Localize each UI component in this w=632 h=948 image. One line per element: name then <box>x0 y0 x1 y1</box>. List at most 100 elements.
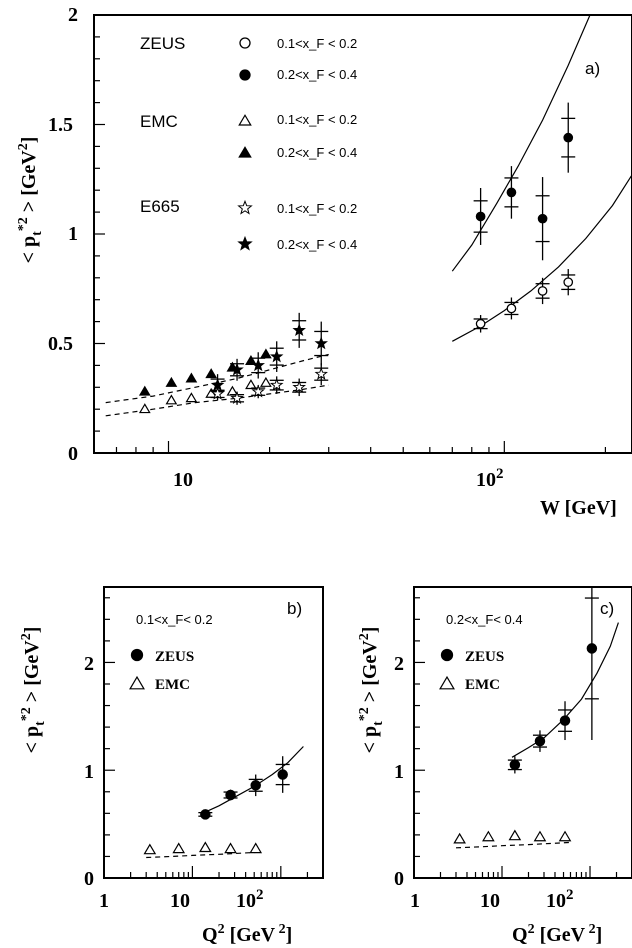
panel-b-note: 0.1<x_F< 0.2 <box>136 612 213 627</box>
legend-label-e665-2: 0.2<x_F < 0.4 <box>277 237 357 252</box>
panel-a-point-filled-circle <box>563 132 574 143</box>
panel-a-point-open-triangle <box>226 385 239 396</box>
panel-c-ytick-2: 2 <box>394 653 404 675</box>
legend-marker-filled-circle <box>130 648 144 662</box>
panel-b-point-open-triangle <box>198 841 212 853</box>
panel-a-xtick-100: 102 <box>476 466 504 491</box>
panel-a-xlabel: W [GeV] <box>540 497 617 519</box>
panel-b-ytick-2: 2 <box>84 653 94 675</box>
panel-b-point-open-triangle <box>172 842 186 854</box>
legend-label-zeus-2: 0.2<x_F < 0.4 <box>277 67 357 82</box>
panel-c-point-open-triangle <box>508 829 522 841</box>
legend-marker-open-star <box>237 199 253 215</box>
panel-a-point-open-star <box>314 367 328 380</box>
panel-b-xtick-1: 1 <box>99 890 109 912</box>
panel-a-point-open-circle <box>563 277 574 288</box>
panel-b-point-filled-circle <box>200 809 211 820</box>
panel-a-ytick-2: 2 <box>68 4 78 26</box>
legend-marker-open-triangle <box>238 114 252 126</box>
panel-b-legend-markers <box>129 648 145 690</box>
panel-a-point-filled-triangle <box>245 355 257 366</box>
panel-a-point-open-circle <box>537 286 548 296</box>
panel-a-point-filled-star <box>314 336 328 350</box>
panel-b-point-open-triangle <box>224 842 237 854</box>
panel-a-ticks <box>93 14 607 454</box>
panel-b-ylabel: < pt*2 > [GeV2] <box>19 627 48 754</box>
panel-b-point-filled-circle <box>277 769 288 780</box>
panel-c-point-filled-circle <box>534 735 546 747</box>
panel-b-ytick-0: 0 <box>84 868 94 890</box>
panel-a-ytick-1.5: 1.5 <box>48 114 73 136</box>
legend-label-e665-1: 0.1<x_F < 0.2 <box>277 201 357 216</box>
panel-a-point-open-star <box>269 377 284 391</box>
panel-a-ylabel: < pt*2 > [GeV2] <box>16 137 45 264</box>
panel-a-label: a) <box>585 59 600 78</box>
panel-b-xtick-100: 102 <box>236 887 264 912</box>
legend-label-emc-1: 0.1<x_F < 0.2 <box>277 112 357 127</box>
panel-c-curve-0 <box>511 622 619 758</box>
panel-c-point-open-triangle <box>453 832 466 844</box>
panel-a-point-filled-star <box>292 323 306 337</box>
panel-a-point-filled-triangle <box>165 376 178 387</box>
panel-a-point-filled-triangle <box>260 348 272 359</box>
panel-a-point-open-triangle <box>185 392 198 403</box>
panel-a-point-filled-star <box>251 358 265 372</box>
legend-marker-open-circle <box>239 37 251 49</box>
panel-a-ytick-0.5: 0.5 <box>48 333 73 355</box>
panel-b-ytick-1: 1 <box>84 761 94 783</box>
panel-a: 0 0.5 1 1.5 2 10 102 W [GeV] < pt*2 > [G… <box>16 4 632 519</box>
panel-c-ytick-0: 0 <box>394 868 404 890</box>
panel-b-xtick-10: 10 <box>170 890 190 912</box>
legend-group-zeus: ZEUS <box>140 34 185 53</box>
panel-c-legend-zeus: ZEUS <box>465 649 504 665</box>
panel-c-label: c) <box>600 599 614 618</box>
panel-c-curve-1 <box>455 841 571 849</box>
panel-a-marks <box>105 15 632 417</box>
panel-a-point-open-triangle <box>260 376 272 387</box>
legend-marker-filled-circle <box>239 69 251 81</box>
panel-b-point-filled-circle <box>250 780 261 791</box>
panel-a-point-filled-star <box>230 362 244 376</box>
legend-marker-open-triangle <box>129 675 145 690</box>
panel-b-xlabel: Q2 [GeV 2] <box>202 922 292 946</box>
panel-a-curve-2 <box>105 353 329 404</box>
panel-b-ticks <box>103 597 324 879</box>
panel-b-marks <box>143 746 304 859</box>
panel-a-point-filled-triangle <box>138 385 151 396</box>
panel-c-point-filled-circle <box>509 759 521 771</box>
legend-marker-filled-circle <box>440 648 454 662</box>
legend-marker-filled-triangle <box>238 146 252 158</box>
panel-a-legend: ZEUS EMC E665 0.1<x_F < 0.2 0.2<x_F < 0.… <box>140 34 357 252</box>
panel-b-label: b) <box>287 599 302 618</box>
legend-group-e665: E665 <box>140 197 180 216</box>
panel-b-curve-1 <box>146 851 262 859</box>
panel-a-xtick-10: 10 <box>173 469 193 491</box>
panel-b-point-open-triangle <box>143 843 157 855</box>
panel-c-point-filled-circle <box>586 643 598 654</box>
panel-c-xlabel: Q2 [GeV 2] <box>512 922 602 946</box>
panel-a-frame <box>93 14 632 454</box>
legend-marker-filled-star <box>237 235 253 251</box>
panel-c-point-open-triangle <box>482 830 495 842</box>
panel-c-point-open-triangle <box>533 830 547 842</box>
panel-a-point-filled-circle <box>537 213 548 224</box>
panel-a-point-open-star <box>230 391 244 404</box>
panel-c-ytick-1: 1 <box>394 761 404 783</box>
panel-c: 0 1 2 1 10 102 Q2 [GeV 2] < pt*2 > [GeV2… <box>357 586 632 946</box>
panel-c-legend-markers <box>439 648 455 690</box>
panel-a-point-open-triangle <box>165 394 178 405</box>
panel-b-legend-zeus: ZEUS <box>155 649 194 665</box>
panel-a-ytick-0: 0 <box>68 443 78 465</box>
panel-c-note: 0.2<x_F< 0.4 <box>446 612 523 627</box>
legend-label-emc-2: 0.2<x_F < 0.4 <box>277 145 357 160</box>
panel-a-point-open-star <box>251 384 265 398</box>
panel-c-frame <box>413 586 632 879</box>
legend-marker-open-triangle <box>439 675 455 690</box>
panel-a-point-open-circle <box>506 303 517 314</box>
panel-a-point-open-star <box>210 386 225 400</box>
panel-c-xtick-10: 10 <box>480 890 500 912</box>
panel-a-ytick-1: 1 <box>68 223 78 245</box>
panel-c-point-filled-circle <box>559 715 571 726</box>
legend-label-zeus-1: 0.1<x_F < 0.2 <box>277 36 357 51</box>
panel-c-point-open-triangle <box>558 830 572 842</box>
